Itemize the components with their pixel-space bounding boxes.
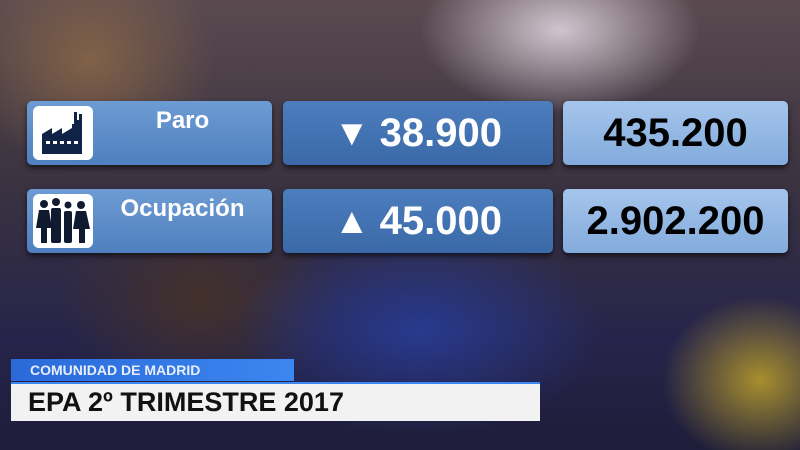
ocupacion-change: 45.000	[379, 198, 502, 243]
region-bar: COMUNIDAD DE MADRID	[11, 359, 294, 381]
factory-icon	[33, 106, 93, 160]
paro-total-box: 435.200	[563, 101, 788, 165]
arrow-up-icon: ▲	[334, 200, 370, 241]
paro-change-box: ▼ 38.900	[283, 101, 553, 165]
paro-label-box: Paro	[27, 101, 272, 165]
paro-label: Paro	[155, 107, 210, 134]
paro-change: 38.900	[379, 110, 502, 155]
paro-total: 435.200	[603, 110, 748, 155]
ocupacion-total: 2.902.200	[586, 198, 765, 243]
ocupacion-label: Ocupación	[120, 195, 245, 222]
family-icon	[33, 194, 93, 248]
ocupacion-total-box: 2.902.200	[563, 189, 788, 253]
ocupacion-label-box: Ocupación	[27, 189, 272, 253]
arrow-down-icon: ▼	[334, 112, 370, 153]
ocupacion-change-box: ▲ 45.000	[283, 189, 553, 253]
headline-bar: EPA 2º TRIMESTRE 2017	[11, 382, 540, 421]
